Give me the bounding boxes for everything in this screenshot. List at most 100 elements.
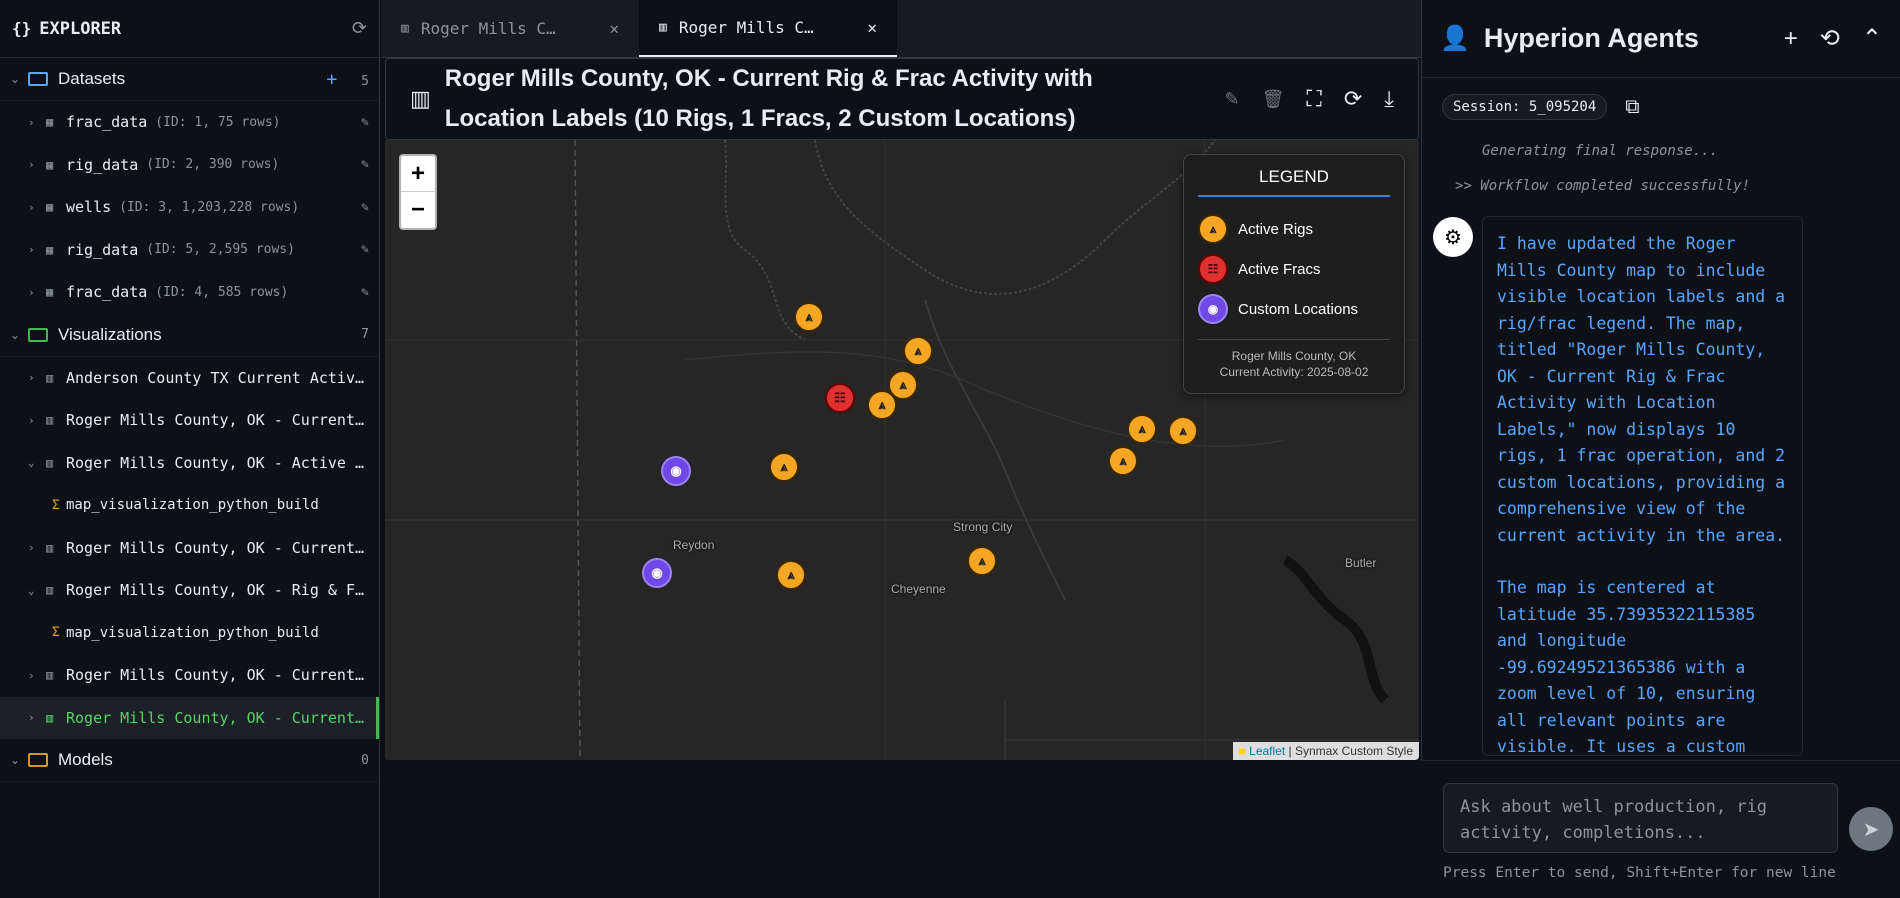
dataset-item[interactable]: › ▦ wells (ID: 3, 1,203,228 rows) ✎ [0,186,379,229]
section-visualizations[interactable]: ⌄ Visualizations 7 [0,314,379,357]
tab-viz-1[interactable]: ▥ Roger Mills C… ✕ [381,0,639,57]
legend-footer: Roger Mills County, OK Current Activity:… [1198,339,1390,380]
visualization-label: Anderson County TX Current Activ… [66,368,365,387]
chevron-right-icon: › [28,200,35,214]
visualization-item[interactable]: ⌄ ▥ Roger Mills County, OK - Rig & F… [0,569,379,612]
legend-label: Custom Locations [1238,300,1359,318]
visualization-item[interactable]: ⌄ ▥ Roger Mills County, OK - Active … [0,442,379,485]
zoom-out-button[interactable]: − [410,196,425,223]
visualization-label: Roger Mills County, OK - Current… [66,411,365,430]
dataset-item[interactable]: › ▦ rig_data (ID: 2, 390 rows) ✎ [0,144,379,187]
history-icon[interactable]: ⟲ [1819,25,1840,52]
chevron-right-icon: › [28,285,35,299]
legend-title: LEGEND [1198,167,1390,197]
rig-marker[interactable]: ⩓ [794,302,824,332]
edit-icon[interactable]: ✎ [1224,88,1240,109]
sigma-icon: Σ [52,625,60,641]
edit-icon[interactable]: ✎ [361,284,369,300]
fullscreen-icon[interactable]: ⛶ [1306,86,1322,111]
zoom-in-button[interactable]: + [401,156,435,192]
send-button[interactable]: ➤ [1849,807,1893,851]
legend-row-custom: ◉ Custom Locations [1198,289,1390,329]
frac-marker[interactable]: ☷ [825,383,855,413]
model-count: 0 [361,752,369,768]
map-icon: ▥ [46,370,54,385]
chart-icon: ▥ [410,86,431,111]
edit-icon[interactable]: ✎ [361,199,369,215]
dataset-meta: (ID: 3, 1,203,228 rows) [119,199,300,215]
dataset-item[interactable]: › ▦ frac_data (ID: 4, 585 rows) ✎ [0,271,379,314]
legend-row-fracs: ☷ Active Fracs [1198,249,1390,289]
visualization-item-active[interactable]: › ▥ Roger Mills County, OK - Current… [0,696,379,739]
rig-marker[interactable]: ⩓ [1127,414,1157,444]
town-label: Reydon [673,538,715,552]
viz-actions: ✎ 🗑 ⛶ ⟳ ⤓ [1224,86,1394,112]
chevron-right-icon: › [28,668,35,682]
custom-location-marker[interactable]: ◉ [642,558,672,588]
close-icon[interactable]: ✕ [609,19,619,38]
rig-marker[interactable]: ⩓ [888,370,918,400]
viz-title: Roger Mills County, OK - Current Rig & F… [445,59,1145,139]
chevron-down-icon: ⌄ [10,327,21,342]
rig-icon: ⩓ [1198,214,1228,244]
table-icon: ▦ [46,157,54,172]
dataset-item[interactable]: › ▦ rig_data (ID: 5, 2,595 rows) ✎ [0,229,379,272]
dataset-meta: (ID: 5, 2,595 rows) [146,242,295,258]
close-icon[interactable]: ✕ [867,18,877,37]
copy-icon[interactable]: ⧉ [1625,95,1640,118]
rig-marker[interactable]: ⩓ [903,336,933,366]
visualization-item[interactable]: › ▥ Roger Mills County, OK - Current… [0,527,379,570]
tab-viz-2[interactable]: ▥ Roger Mills C… ✕ [639,0,897,57]
edit-icon[interactable]: ✎ [361,114,369,130]
visualization-item[interactable]: › ▥ Anderson County TX Current Activ… [0,357,379,400]
build-item[interactable]: Σ map_visualization_python_build [0,484,379,527]
dataset-item[interactable]: › ▦ frac_data (ID: 1, 75 rows) ✎ [0,101,379,144]
dataset-name: rig_data [66,155,139,174]
chat-input[interactable]: Ask about well production, rig activity,… [1443,783,1838,853]
section-models[interactable]: ⌄ Models 0 [0,739,379,782]
download-icon[interactable]: ⤓ [1384,86,1394,111]
reload-icon[interactable]: ⟳ [1343,86,1363,111]
custom-location-icon: ◉ [1198,294,1228,324]
input-hint: Press Enter to send, Shift+Enter for new… [1443,865,1836,881]
message-paragraph: The map is centered at latitude 35.73935… [1497,578,1756,756]
section-datasets[interactable]: ⌄ Datasets +5 [0,58,379,101]
legend-label: Active Rigs [1238,220,1314,238]
map-icon: ▥ [46,668,54,683]
folder-icon [28,327,48,342]
viz-title-line1: Roger Mills County, OK - Current Rig & F… [444,65,1093,92]
map-legend: LEGEND ⩓ Active Rigs ☷ Active Fracs ◉ Cu… [1183,154,1405,394]
rig-marker[interactable]: ⩓ [867,390,897,420]
log-line: >> Workflow completed successfully! [1455,178,1751,194]
add-dataset-button[interactable]: + [326,68,338,90]
edit-icon[interactable]: ✎ [361,242,369,258]
section-label: Models [58,750,113,769]
assistant-message: I have updated the Roger Mills County ma… [1482,216,1803,756]
leaflet-link[interactable]: Leaflet [1249,744,1286,758]
explorer-sidebar: {} EXPLORER ⟳ ⌄ Datasets +5 › ▦ frac_data… [0,0,380,898]
custom-location-marker[interactable]: ◉ [661,456,691,486]
log-line: Generating final response... [1482,143,1719,159]
rig-marker[interactable]: ⩓ [967,546,997,576]
rig-marker[interactable]: ⩓ [1108,446,1138,476]
trash-icon[interactable]: 🗑 [1261,88,1285,109]
rig-marker[interactable]: ⩓ [1168,416,1198,446]
chart-icon: ▥ [659,20,667,35]
rig-marker[interactable]: ⩓ [769,452,799,482]
map-canvas[interactable]: + − Reydon Strong City Cheyenne Butler ⩓… [385,140,1419,760]
visualization-item[interactable]: › ▥ Roger Mills County, OK - Current… [0,654,379,697]
visualization-item[interactable]: › ▥ Roger Mills County, OK - Current… [0,399,379,442]
dataset-meta: (ID: 4, 585 rows) [155,284,289,300]
rig-marker[interactable]: ⩓ [776,560,806,590]
edit-icon[interactable]: ✎ [361,157,369,173]
chevron-right-icon: › [28,711,35,725]
chevron-right-icon: › [28,413,35,427]
new-session-button[interactable]: + [1783,24,1798,52]
dataset-name: rig_data [66,240,139,259]
tab-label: Roger Mills C… [678,18,814,37]
refresh-icon[interactable]: ⟳ [351,18,367,38]
build-label: map_visualization_python_build [66,497,319,514]
build-item[interactable]: Σ map_visualization_python_build [0,612,379,655]
chevron-up-icon[interactable]: ⌃ [1861,25,1882,52]
dataset-count: 5 [361,73,369,89]
